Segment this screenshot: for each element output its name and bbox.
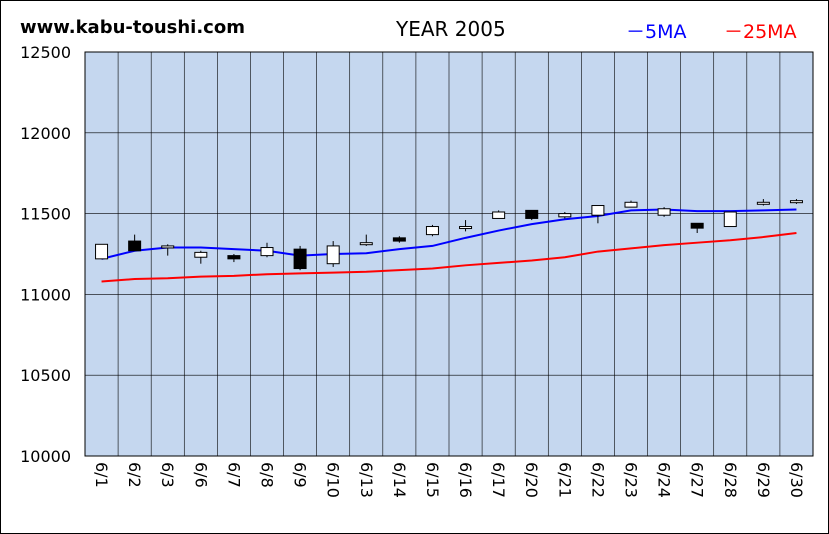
candle-body <box>293 248 307 270</box>
candle-body <box>591 205 605 216</box>
x-tick-label: 6/30 <box>787 462 806 498</box>
candle-body <box>359 242 373 246</box>
x-tick-label: 6/3 <box>158 462 177 488</box>
ma-line-5ma <box>101 208 797 260</box>
x-tick-label: 6/1 <box>92 462 111 488</box>
x-tick-label: 6/28 <box>721 462 740 498</box>
x-tick-label: 6/13 <box>357 462 376 498</box>
x-tick-label: 6/22 <box>588 462 607 498</box>
legend-25ma: －25MA <box>724 21 797 43</box>
x-tick-label: 6/23 <box>622 462 641 498</box>
x-tick-label: 6/21 <box>555 462 574 498</box>
candle-body <box>128 240 142 252</box>
x-tick-label: 6/6 <box>191 462 210 488</box>
candle-body <box>194 251 208 258</box>
x-tick-label: 6/14 <box>390 462 409 498</box>
candle-body <box>525 209 539 219</box>
candle-body <box>657 208 671 216</box>
x-tick-label: 6/7 <box>224 462 243 488</box>
y-tick-label: 12000 <box>20 124 71 143</box>
legend-5ma: －5MA <box>626 21 687 43</box>
ma-line-25ma <box>101 231 797 283</box>
x-tick-label: 6/16 <box>456 462 475 498</box>
candle-body <box>392 237 406 242</box>
y-tick-label: 10000 <box>20 447 71 466</box>
x-tick-label: 6/8 <box>258 462 277 488</box>
y-tick-label: 11500 <box>20 205 71 224</box>
candle-body <box>492 211 506 219</box>
candle-body <box>425 226 439 236</box>
x-tick-label: 6/17 <box>489 462 508 498</box>
x-tick-label: 6/24 <box>655 462 674 498</box>
candle-body <box>723 211 737 228</box>
x-tick-label: 6/29 <box>754 462 773 498</box>
candle-body <box>690 222 704 229</box>
x-tick-label: 6/2 <box>125 462 144 488</box>
y-tick-label: 10500 <box>20 366 71 385</box>
y-tick-label: 12500 <box>20 43 71 62</box>
candle-body <box>558 213 572 218</box>
site-label: www.kabu-toushi.com <box>20 17 245 38</box>
candle-body <box>161 245 175 249</box>
candle-body <box>260 247 274 257</box>
chart-title: YEAR 2005 <box>396 17 506 41</box>
candle-body <box>326 245 340 265</box>
x-tick-label: 6/15 <box>423 462 442 498</box>
candle-body <box>756 201 770 205</box>
y-tick-label: 11000 <box>20 285 71 304</box>
candle-body <box>789 200 803 204</box>
candle-body <box>227 255 241 260</box>
candle-body <box>624 201 638 208</box>
x-tick-label: 6/9 <box>291 462 310 488</box>
x-tick-label: 6/27 <box>688 462 707 498</box>
x-tick-label: 6/20 <box>522 462 541 498</box>
candle-body <box>95 243 109 260</box>
x-tick-label: 6/10 <box>324 462 343 498</box>
candle-body <box>459 226 473 230</box>
